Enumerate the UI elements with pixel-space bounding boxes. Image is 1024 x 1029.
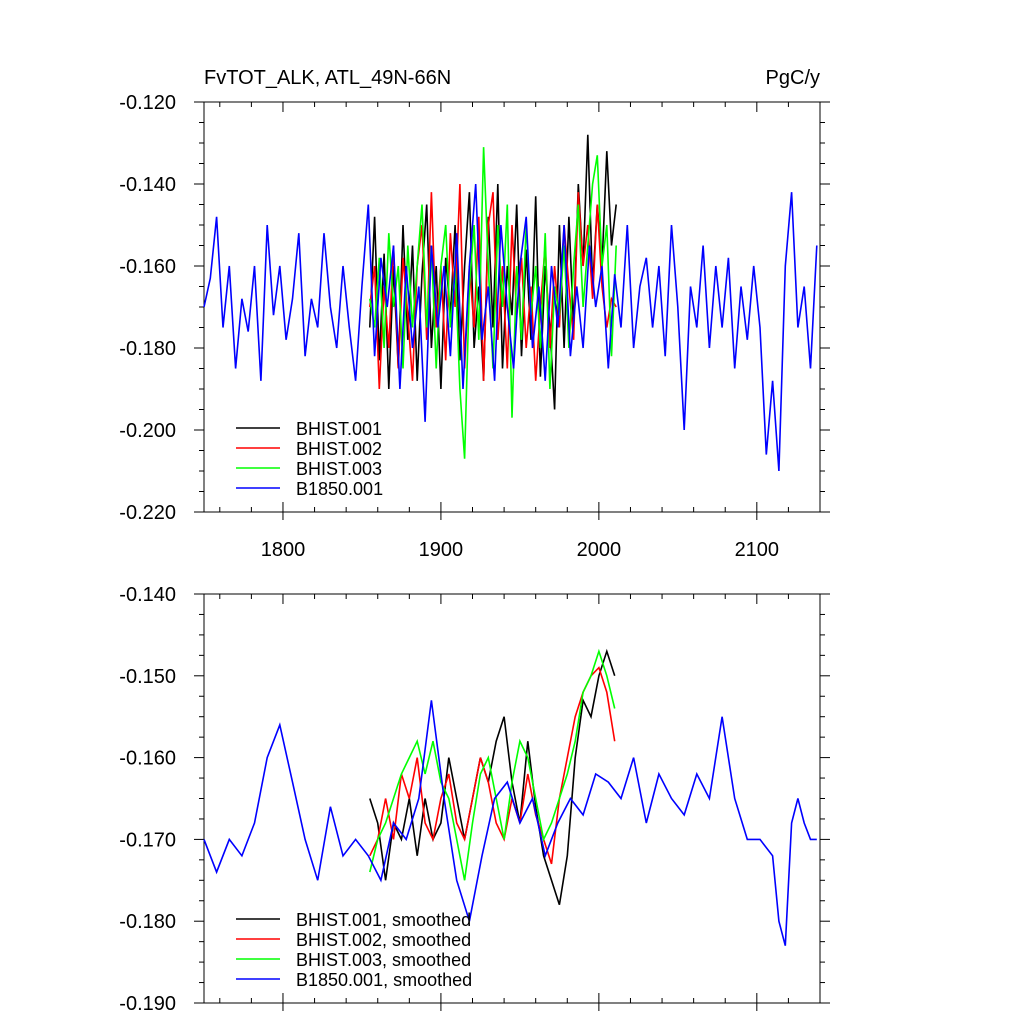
series-line-1 [369,648,616,906]
panel-smoothed: -0.190 -0.180 -0.170 -0.160 -0.150 -0.140 BHIS… [119,584,830,1015]
y-tick-label: -0.120 [119,92,176,114]
x-tick-label: 1800 [261,539,306,561]
legend-label: B1850.001, smoothed [296,970,472,990]
y-tick-label: -0.180 [119,911,176,933]
x-tick-label: 2100 [735,539,780,561]
y-tick-label: -0.140 [119,584,176,606]
units-label: PgC/y [766,67,820,89]
series-line-4 [203,183,818,472]
legend-label: BHIST.001 [296,419,382,439]
y-tick-label: -0.150 [119,666,176,688]
panel-raw: 1800 1900 2000 2100 -0.220 -0.200 -0.180 -0.160… [119,92,830,561]
y-tick-label: -0.160 [119,256,176,278]
x-tick-label: 1900 [419,539,464,561]
legend-label: BHIST.003 [296,459,382,479]
y-tick-label: -0.220 [119,502,176,524]
series-line-2 [369,666,616,865]
y-tick-label: -0.180 [119,338,176,360]
series-line-3 [369,648,616,881]
legend-label: BHIST.003, smoothed [296,950,471,970]
y-tick-label: -0.190 [119,993,176,1015]
chart-title: FvTOT_ALK, ATL_49N-66N [204,67,451,89]
x-tick-label: 2000 [577,539,622,561]
series-line-4 [203,700,817,946]
y-tick-label: -0.140 [119,174,176,196]
series-line-2 [369,183,617,390]
legend-label: BHIST.002, smoothed [296,930,471,950]
legend-label: B1850.001 [296,479,383,499]
y-tick-label: -0.160 [119,748,176,770]
y-tick-label: -0.170 [119,829,176,851]
legend-label: BHIST.001, smoothed [296,910,471,930]
legend-label: BHIST.002 [296,439,382,459]
y-tick-label: -0.200 [119,420,176,442]
